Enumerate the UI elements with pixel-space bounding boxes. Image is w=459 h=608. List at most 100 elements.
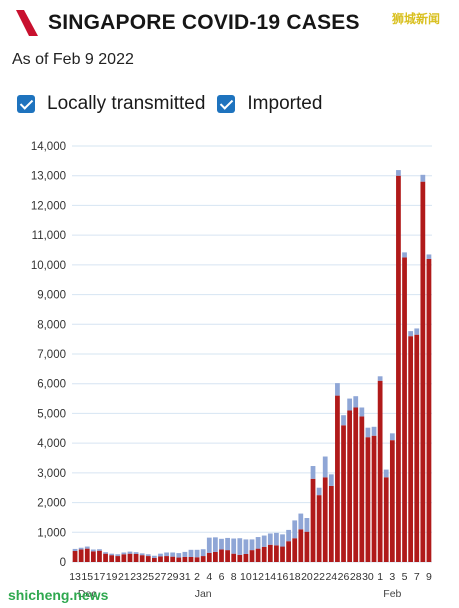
bar-local[interactable] xyxy=(103,553,108,562)
bar-local[interactable] xyxy=(274,545,279,562)
bar-local[interactable] xyxy=(292,538,298,562)
bar-imported[interactable] xyxy=(274,532,279,546)
bar-imported[interactable] xyxy=(194,549,200,558)
bar-imported[interactable] xyxy=(396,170,401,176)
bar-local[interactable] xyxy=(164,556,169,562)
bar-local[interactable] xyxy=(414,334,420,562)
bar-imported[interactable] xyxy=(127,551,133,554)
bar-imported[interactable] xyxy=(298,513,304,530)
bar-imported[interactable] xyxy=(347,398,353,411)
bar-imported[interactable] xyxy=(200,549,206,557)
bar-imported[interactable] xyxy=(176,553,182,558)
bar-local[interactable] xyxy=(359,416,365,562)
bar-local[interactable] xyxy=(316,495,322,562)
bar-local[interactable] xyxy=(170,556,176,562)
bar-imported[interactable] xyxy=(304,518,310,532)
bar-imported[interactable] xyxy=(371,426,377,436)
bar-local[interactable] xyxy=(213,551,218,562)
bar-local[interactable] xyxy=(127,553,133,562)
bar-imported[interactable] xyxy=(316,487,322,496)
bar-imported[interactable] xyxy=(267,533,273,545)
bar-local[interactable] xyxy=(78,549,84,562)
bar-local[interactable] xyxy=(280,546,285,562)
bar-imported[interactable] xyxy=(310,466,316,479)
bar-local[interactable] xyxy=(267,544,273,562)
bar-local[interactable] xyxy=(206,552,212,562)
bar-imported[interactable] xyxy=(133,552,139,554)
bar-local[interactable] xyxy=(231,553,237,562)
bar-imported[interactable] xyxy=(377,376,383,381)
bar-imported[interactable] xyxy=(103,552,108,554)
bar-imported[interactable] xyxy=(280,534,285,547)
bar-local[interactable] xyxy=(194,557,200,562)
bar-local[interactable] xyxy=(389,440,395,562)
bar-local[interactable] xyxy=(328,485,334,562)
bar-local[interactable] xyxy=(219,549,224,562)
checkbox-imported-checked-icon[interactable] xyxy=(217,95,236,113)
bar-local[interactable] xyxy=(121,554,127,562)
bar-local[interactable] xyxy=(243,553,249,562)
bar-local[interactable] xyxy=(182,556,188,562)
bar-local[interactable] xyxy=(377,380,383,562)
bar-local[interactable] xyxy=(402,257,407,562)
bar-imported[interactable] xyxy=(97,549,102,551)
bar-imported[interactable] xyxy=(145,554,151,557)
bar-imported[interactable] xyxy=(335,383,340,396)
bar-imported[interactable] xyxy=(261,535,267,547)
bar-local[interactable] xyxy=(426,258,432,562)
bar-local[interactable] xyxy=(335,395,340,562)
bar-local[interactable] xyxy=(84,548,90,562)
bar-imported[interactable] xyxy=(225,537,230,551)
bar-imported[interactable] xyxy=(121,552,127,555)
bar-imported[interactable] xyxy=(206,537,212,553)
bar-imported[interactable] xyxy=(84,546,90,549)
bar-local[interactable] xyxy=(115,556,121,562)
bar-imported[interactable] xyxy=(322,456,328,478)
bar-local[interactable] xyxy=(365,437,371,562)
legend-item-imported[interactable]: Imported xyxy=(217,93,322,115)
bar-local[interactable] xyxy=(371,435,377,562)
bar-imported[interactable] xyxy=(90,549,96,552)
bar-imported[interactable] xyxy=(420,174,426,182)
bar-local[interactable] xyxy=(151,557,157,562)
bar-imported[interactable] xyxy=(170,552,176,557)
bar-local[interactable] xyxy=(158,556,163,562)
bar-local[interactable] xyxy=(286,541,291,562)
bar-local[interactable] xyxy=(145,556,151,562)
bar-imported[interactable] xyxy=(115,554,121,557)
bar-imported[interactable] xyxy=(231,538,237,554)
bar-imported[interactable] xyxy=(219,538,224,550)
bar-local[interactable] xyxy=(396,175,401,562)
bar-imported[interactable] xyxy=(139,553,145,556)
bar-imported[interactable] xyxy=(408,331,414,337)
bar-imported[interactable] xyxy=(182,551,188,557)
bar-imported[interactable] xyxy=(402,252,407,258)
bar-local[interactable] xyxy=(176,557,182,562)
bar-local[interactable] xyxy=(133,553,139,562)
bar-local[interactable] xyxy=(408,336,414,562)
bar-local[interactable] xyxy=(237,554,243,562)
bar-imported[interactable] xyxy=(286,529,291,542)
bar-imported[interactable] xyxy=(341,415,346,426)
bar-imported[interactable] xyxy=(292,520,298,539)
bar-local[interactable] xyxy=(225,550,230,562)
bar-imported[interactable] xyxy=(213,537,218,552)
bar-imported[interactable] xyxy=(353,396,359,408)
bar-imported[interactable] xyxy=(243,539,249,554)
checkbox-local-checked-icon[interactable] xyxy=(17,95,35,113)
bar-local[interactable] xyxy=(255,548,261,562)
bar-local[interactable] xyxy=(353,407,359,562)
bar-imported[interactable] xyxy=(383,469,389,478)
bar-imported[interactable] xyxy=(78,547,84,550)
bar-imported[interactable] xyxy=(151,555,157,558)
bar-local[interactable] xyxy=(322,477,328,562)
bar-local[interactable] xyxy=(298,529,304,562)
bar-local[interactable] xyxy=(72,551,78,562)
bar-imported[interactable] xyxy=(164,552,169,557)
bar-local[interactable] xyxy=(249,550,255,562)
bar-local[interactable] xyxy=(304,531,310,562)
legend-item-local[interactable]: Locally transmitted xyxy=(17,93,205,115)
bar-local[interactable] xyxy=(139,555,145,562)
bar-imported[interactable] xyxy=(249,539,255,551)
bar-imported[interactable] xyxy=(237,538,243,555)
